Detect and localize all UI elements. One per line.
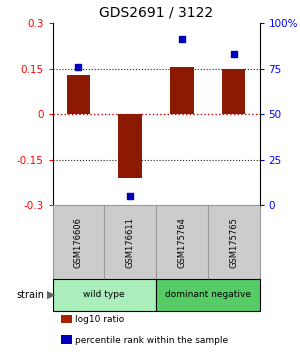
Bar (61, 335, 72, 344)
Text: ▶: ▶ (47, 290, 56, 300)
Text: percentile rank within the sample: percentile rank within the sample (75, 336, 228, 344)
Bar (52, 279, 156, 310)
Bar (118, 114, 142, 178)
Text: dominant negative: dominant negative (165, 290, 251, 299)
Bar (208, 205, 260, 279)
Bar (61, 315, 72, 323)
Text: strain: strain (17, 290, 45, 300)
Bar (52, 205, 104, 279)
Bar (156, 205, 208, 279)
Text: GSM176606: GSM176606 (74, 217, 83, 268)
Text: GSM176611: GSM176611 (126, 217, 135, 268)
Bar (104, 205, 156, 279)
Point (128, 193, 133, 199)
Text: GSM175765: GSM175765 (229, 217, 238, 268)
Point (231, 51, 236, 57)
Bar (222, 69, 245, 114)
Point (76, 64, 81, 70)
Bar (170, 67, 194, 114)
Title: GDS2691 / 3122: GDS2691 / 3122 (99, 5, 213, 19)
Text: log10 ratio: log10 ratio (75, 315, 124, 324)
Bar (67, 75, 90, 114)
Point (179, 36, 184, 42)
Text: GSM175764: GSM175764 (177, 217, 186, 268)
Text: wild type: wild type (83, 290, 125, 299)
Bar (156, 279, 260, 310)
